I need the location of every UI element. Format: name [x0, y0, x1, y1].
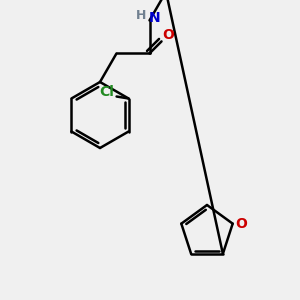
Text: N: N: [149, 11, 160, 26]
Text: O: O: [236, 217, 248, 231]
Text: O: O: [162, 28, 174, 42]
Text: Cl: Cl: [99, 85, 114, 98]
Text: H: H: [136, 9, 147, 22]
